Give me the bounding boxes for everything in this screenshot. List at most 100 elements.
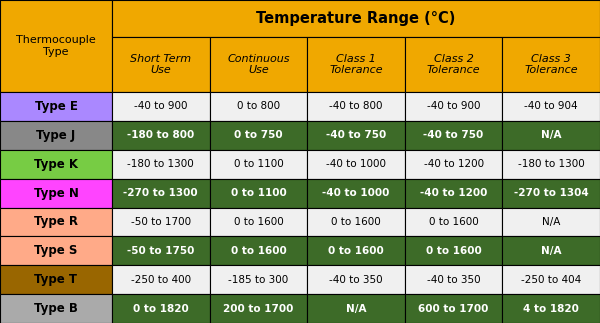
Bar (502, 207, 600, 236)
Bar (502, 265, 600, 294)
Text: Type R: Type R (34, 215, 78, 228)
Text: -40 to 900: -40 to 900 (134, 101, 188, 111)
Text: -50 to 1700: -50 to 1700 (131, 217, 191, 227)
Bar (307, 207, 405, 236)
Bar (0, 265, 112, 294)
Text: -40 to 750: -40 to 750 (424, 130, 484, 140)
Text: 0 to 750: 0 to 750 (234, 130, 283, 140)
Text: Continuous
Use: Continuous Use (227, 54, 290, 75)
Bar (112, 37, 209, 92)
Bar (209, 179, 307, 207)
Bar (307, 37, 405, 92)
Bar (307, 92, 405, 121)
Text: 0 to 1100: 0 to 1100 (230, 188, 286, 198)
Bar (0, 121, 112, 150)
Text: 0 to 1600: 0 to 1600 (230, 246, 286, 256)
Bar (307, 265, 405, 294)
Text: -180 to 1300: -180 to 1300 (127, 159, 194, 169)
Bar (0, 207, 112, 236)
Bar (209, 236, 307, 265)
Text: -185 to 300: -185 to 300 (228, 275, 289, 285)
Bar (209, 207, 307, 236)
Bar (502, 150, 600, 179)
Text: Type S: Type S (34, 244, 77, 257)
Bar (502, 121, 600, 150)
Bar (0, 0, 112, 92)
Text: -270 to 1304: -270 to 1304 (514, 188, 589, 198)
Text: Type B: Type B (34, 302, 78, 315)
Text: -50 to 1750: -50 to 1750 (127, 246, 194, 256)
Text: 0 to 1600: 0 to 1600 (426, 246, 481, 256)
Bar (405, 207, 502, 236)
Bar (0, 92, 112, 121)
Text: -40 to 350: -40 to 350 (427, 275, 481, 285)
Bar (0, 179, 112, 207)
Text: 0 to 1600: 0 to 1600 (233, 217, 283, 227)
Text: Temperature Range (°C): Temperature Range (°C) (256, 11, 455, 26)
Bar (112, 236, 209, 265)
Text: -40 to 1000: -40 to 1000 (326, 159, 386, 169)
Bar (0, 294, 112, 323)
Text: Type N: Type N (34, 187, 79, 200)
Text: 200 to 1700: 200 to 1700 (223, 304, 293, 314)
Text: Class 1
Tolerance: Class 1 Tolerance (329, 54, 383, 75)
Bar (209, 121, 307, 150)
Text: -40 to 1200: -40 to 1200 (424, 159, 484, 169)
Bar (112, 207, 209, 236)
Bar (209, 150, 307, 179)
Text: 0 to 1600: 0 to 1600 (331, 217, 381, 227)
Bar (502, 236, 600, 265)
Bar (502, 294, 600, 323)
Text: Type E: Type E (35, 100, 77, 113)
Bar (502, 37, 600, 92)
Bar (405, 265, 502, 294)
Text: 0 to 1100: 0 to 1100 (233, 159, 283, 169)
Bar (209, 92, 307, 121)
Text: Type K: Type K (34, 158, 78, 171)
Text: -180 to 800: -180 to 800 (127, 130, 194, 140)
Text: 0 to 1600: 0 to 1600 (429, 217, 478, 227)
Bar (112, 294, 209, 323)
Bar (112, 0, 600, 37)
Text: -180 to 1300: -180 to 1300 (518, 159, 584, 169)
Text: -40 to 1200: -40 to 1200 (420, 188, 487, 198)
Text: 600 to 1700: 600 to 1700 (418, 304, 489, 314)
Text: Type T: Type T (35, 273, 77, 286)
Text: -40 to 800: -40 to 800 (329, 101, 383, 111)
Text: -40 to 904: -40 to 904 (524, 101, 578, 111)
Text: N/A: N/A (542, 217, 560, 227)
Bar (0, 236, 112, 265)
Bar (405, 236, 502, 265)
Bar (307, 150, 405, 179)
Bar (405, 150, 502, 179)
Text: -250 to 404: -250 to 404 (521, 275, 581, 285)
Bar (112, 179, 209, 207)
Bar (307, 294, 405, 323)
Bar (405, 294, 502, 323)
Bar (0, 150, 112, 179)
Text: N/A: N/A (541, 130, 562, 140)
Text: 0 to 800: 0 to 800 (237, 101, 280, 111)
Text: -40 to 750: -40 to 750 (326, 130, 386, 140)
Text: -40 to 900: -40 to 900 (427, 101, 481, 111)
Text: N/A: N/A (541, 246, 562, 256)
Text: 4 to 1820: 4 to 1820 (523, 304, 579, 314)
Bar (502, 179, 600, 207)
Bar (405, 92, 502, 121)
Text: -250 to 400: -250 to 400 (131, 275, 191, 285)
Text: Class 3
Tolerance: Class 3 Tolerance (524, 54, 578, 75)
Text: N/A: N/A (346, 304, 366, 314)
Bar (502, 92, 600, 121)
Text: -40 to 350: -40 to 350 (329, 275, 383, 285)
Text: -40 to 1000: -40 to 1000 (322, 188, 389, 198)
Bar (405, 37, 502, 92)
Bar (307, 179, 405, 207)
Bar (307, 236, 405, 265)
Bar (112, 150, 209, 179)
Text: -270 to 1300: -270 to 1300 (124, 188, 198, 198)
Text: Class 2
Tolerance: Class 2 Tolerance (427, 54, 481, 75)
Bar (209, 37, 307, 92)
Bar (112, 265, 209, 294)
Bar (112, 92, 209, 121)
Bar (405, 179, 502, 207)
